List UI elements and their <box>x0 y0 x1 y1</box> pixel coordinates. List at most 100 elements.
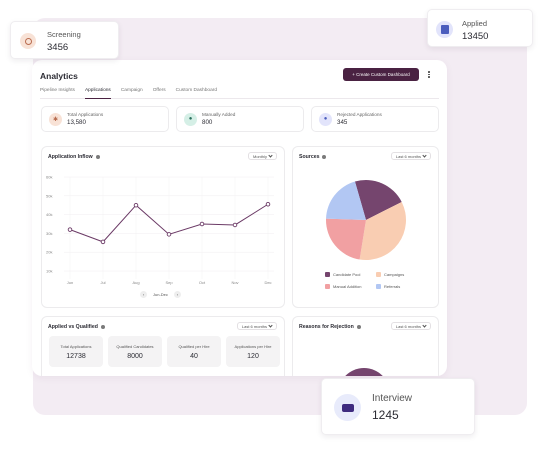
legend-swatch <box>325 272 330 277</box>
document-icon <box>436 21 453 38</box>
next-icon[interactable]: › <box>173 291 181 298</box>
legend-referrals: Referrals <box>376 284 400 289</box>
legend-campaigns: Campaigns <box>376 272 404 277</box>
header: Analytics + Create Custom Dashboard <box>40 68 439 88</box>
x-tick-label: Oct <box>199 280 206 285</box>
legend-candidate-pool: Candidate Pool <box>325 272 360 277</box>
metric-box: Qualified per Hire 40 <box>167 336 221 367</box>
card-title: Sources <box>299 154 327 160</box>
stat-value: 800 <box>202 119 213 126</box>
data-point[interactable] <box>100 239 106 245</box>
metric-box: Total Applications 12738 <box>49 336 103 367</box>
analytics-panel: Analytics + Create Custom Dashboard Pipe… <box>32 60 447 376</box>
stat-card-total-applications: ✱ Total Applications 13,580 <box>41 106 169 132</box>
application-inflow-card: Application Inflow Monthly 60k 50k 40k 30k 2… <box>41 146 285 308</box>
inflow-filter-dropdown[interactable]: Monthly <box>247 152 277 160</box>
card-title-text: Reasons for Rejection <box>299 324 354 330</box>
data-point[interactable] <box>133 202 139 208</box>
data-point[interactable] <box>199 221 205 227</box>
tab-offers[interactable]: Offers <box>152 88 166 93</box>
range-label: Jun-Dec <box>153 292 168 297</box>
legend-swatch <box>325 284 330 289</box>
legend-label: Manual Addition <box>333 284 362 289</box>
metric-label: Total Applications <box>60 344 92 349</box>
sources-card: Sources Last 6 months Candidate Pool Cam… <box>292 146 439 308</box>
applied-vs-qualified-card: Applied vs Qualified Last 6 months Total… <box>41 316 285 376</box>
legend-swatch <box>376 272 381 277</box>
card-title: Applied vs Qualified <box>48 324 105 330</box>
metric-value: 40 <box>190 353 198 360</box>
tab-bar: Pipeline Insights Applications Campaign … <box>40 87 439 99</box>
metric-label: Qualified Candidates <box>116 344 154 349</box>
y-tick-label: 60k <box>46 175 52 180</box>
metric-box: Qualified Candidates 8000 <box>108 336 162 367</box>
data-point[interactable] <box>67 227 73 232</box>
tab-campaign[interactable]: Campaign <box>120 88 143 93</box>
range-pager: ‹ Jun-Dec › <box>140 291 181 298</box>
chevron-down-icon <box>268 323 273 328</box>
card-title: Application Inflow <box>48 154 100 160</box>
applications-icon: ✱ <box>49 112 62 126</box>
y-tick-label: 50k <box>46 193 52 198</box>
x-tick-label: Jun <box>67 280 73 285</box>
search-user-icon <box>20 33 36 49</box>
screening-card: Screening 3456 <box>10 21 119 59</box>
legend-label: Referrals <box>384 284 401 289</box>
data-point[interactable] <box>232 222 238 228</box>
video-call-icon <box>334 394 361 421</box>
applied-card: Applied 13450 <box>427 9 533 47</box>
pie-slice[interactable] <box>354 180 402 220</box>
y-tick-label: 40k <box>46 212 52 217</box>
metric-label: Applications per Hire <box>234 344 272 349</box>
x-tick-label: Aug <box>132 280 139 285</box>
interview-value: 1245 <box>372 408 399 422</box>
dropdown-value: Last 6 months <box>241 323 267 329</box>
x-tick-label: Dec <box>264 280 271 285</box>
y-tick-label: 10k <box>46 269 52 274</box>
legend-label: Campaigns <box>384 272 405 277</box>
stat-value: 345 <box>337 119 348 126</box>
pie-slice[interactable] <box>326 218 366 260</box>
stat-card-manually-added: ● Manually Added 800 <box>176 106 304 132</box>
card-title-text: Sources <box>299 154 320 160</box>
info-icon <box>100 325 105 329</box>
card-title-text: Application Inflow <box>48 154 93 160</box>
applied-value: 13450 <box>462 31 489 42</box>
previous-icon[interactable]: ‹ <box>140 291 147 298</box>
create-dashboard-button[interactable]: + Create Custom Dashboard <box>343 68 419 81</box>
info-icon <box>95 155 100 159</box>
x-tick-label: Jul <box>100 280 105 285</box>
chevron-down-icon <box>422 323 427 328</box>
tab-custom-dashboard[interactable]: Custom Dashboard <box>175 88 217 93</box>
y-tick-label: 20k <box>46 250 52 255</box>
sources-filter-dropdown[interactable]: Last 6 months <box>390 152 431 160</box>
info-icon <box>322 155 327 159</box>
page-title: Analytics <box>40 71 78 81</box>
stat-label: Rejected Applications <box>337 112 382 117</box>
y-tick-label: 30k <box>46 231 52 236</box>
sources-pie-chart <box>326 180 406 260</box>
pie-slice[interactable] <box>326 181 366 220</box>
interview-card: Interview 1245 <box>321 378 475 435</box>
more-options-icon[interactable] <box>425 69 433 80</box>
rejection-filter-dropdown[interactable]: Last 6 months <box>390 322 431 330</box>
screening-value: 3456 <box>47 42 69 53</box>
metric-value: 120 <box>247 353 259 360</box>
x-tick-label: Sep <box>165 280 173 285</box>
stat-card-rejected: ● Rejected Applications 345 <box>311 106 439 132</box>
interview-label: Interview <box>372 393 413 404</box>
card-title-text: Applied vs Qualified <box>48 324 98 330</box>
dropdown-value: Last 6 months <box>395 323 421 329</box>
stat-label: Total Applications <box>67 112 104 117</box>
data-point[interactable] <box>166 232 172 237</box>
data-point[interactable] <box>265 202 271 207</box>
reject-icon: ● <box>319 112 332 126</box>
pie-slice[interactable] <box>359 201 406 260</box>
metric-value: 8000 <box>127 353 143 360</box>
tab-applications[interactable]: Applications <box>84 87 111 99</box>
screening-label: Screening <box>47 30 81 39</box>
applied-filter-dropdown[interactable]: Last 6 months <box>236 322 277 330</box>
tab-pipeline-insights[interactable]: Pipeline Insights <box>40 88 75 93</box>
legend-manual-addition: Manual Addition <box>325 284 361 289</box>
